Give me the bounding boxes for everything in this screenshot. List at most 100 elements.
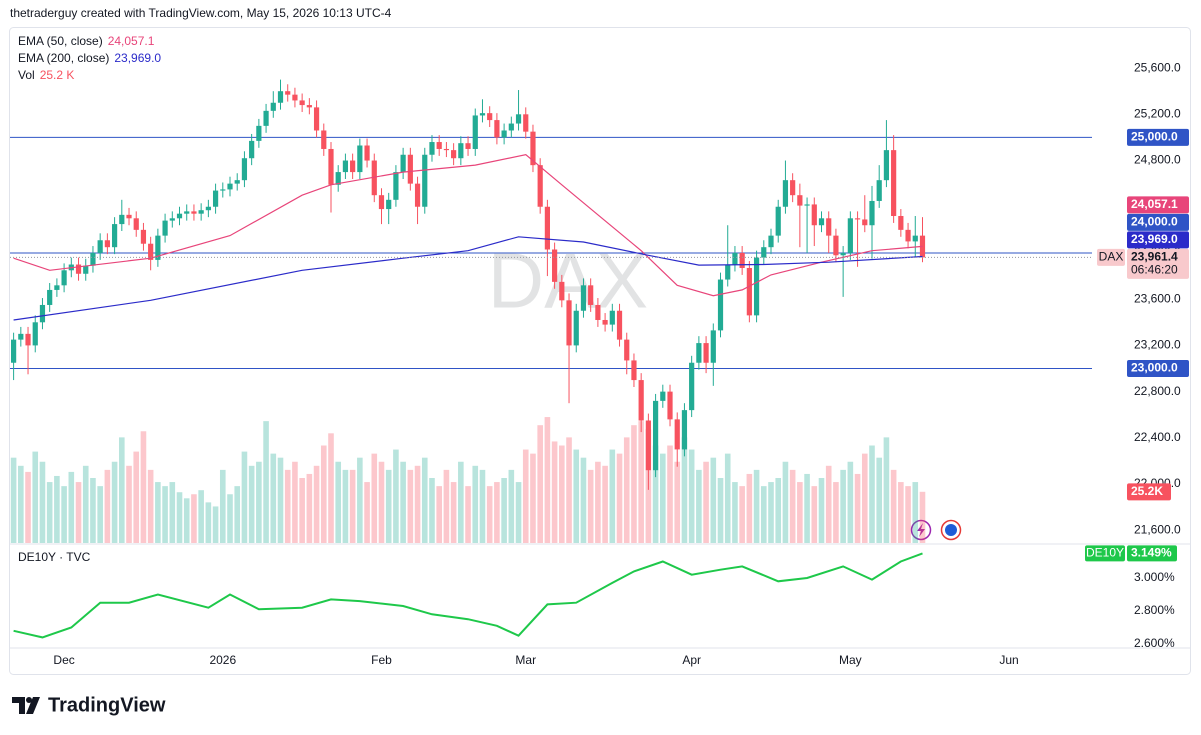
volume-bar bbox=[898, 482, 904, 543]
x-tick-label: May bbox=[839, 653, 862, 667]
candle-body bbox=[198, 210, 204, 214]
volume-bar bbox=[631, 425, 637, 543]
volume-bar bbox=[739, 486, 745, 543]
volume-bar bbox=[789, 469, 796, 543]
volume-bar bbox=[559, 445, 565, 543]
candle-body bbox=[869, 200, 875, 226]
candle-body bbox=[681, 410, 688, 450]
candle-body bbox=[148, 243, 154, 260]
volume-bar bbox=[248, 465, 255, 543]
volume-bar bbox=[609, 449, 616, 543]
candle-body bbox=[746, 267, 752, 316]
y-tick-label: 25,200.0 bbox=[1134, 106, 1181, 120]
y-tick-label: 23,200.0 bbox=[1134, 338, 1181, 352]
volume-bar bbox=[436, 486, 442, 543]
volume-bar bbox=[18, 465, 24, 543]
attribution: thetraderguy created with TradingView.co… bbox=[10, 6, 392, 20]
candle-body bbox=[32, 322, 38, 346]
candle-body bbox=[169, 218, 175, 221]
candle-body bbox=[761, 247, 767, 258]
volume-bar bbox=[674, 461, 681, 543]
candle-body bbox=[241, 158, 248, 181]
candle-body bbox=[285, 91, 291, 95]
y-tick-label: 2.600% bbox=[1134, 636, 1175, 650]
volume-bar bbox=[753, 469, 760, 543]
candle-body bbox=[104, 240, 110, 248]
volume-bar bbox=[623, 437, 630, 543]
candle-body bbox=[97, 240, 103, 253]
brand: TradingView bbox=[48, 694, 166, 716]
ema-line bbox=[13, 236, 923, 321]
candle-body bbox=[811, 204, 817, 226]
volume-bar bbox=[710, 457, 717, 543]
volume-bar bbox=[205, 502, 212, 543]
volume-bar bbox=[703, 461, 709, 543]
price-badge bbox=[1127, 248, 1189, 279]
volume-bar bbox=[414, 465, 421, 543]
price-badge-text: 24,000.0 bbox=[1131, 215, 1178, 229]
volume-bar bbox=[840, 469, 846, 543]
legend-name: Vol bbox=[18, 68, 35, 82]
volume-bar bbox=[696, 469, 702, 543]
candle-body bbox=[674, 419, 680, 450]
x-tick-label: Jun bbox=[999, 653, 1018, 667]
candle-body bbox=[111, 224, 118, 248]
icon-lightning[interactable] bbox=[910, 519, 932, 541]
icon-glyph[interactable] bbox=[917, 523, 925, 537]
volume-bar bbox=[486, 486, 493, 543]
volume-bar bbox=[342, 469, 349, 543]
volume-bar bbox=[472, 465, 479, 543]
volume-bar bbox=[219, 469, 226, 543]
volume-bar bbox=[804, 473, 810, 543]
volume-bar bbox=[111, 461, 118, 543]
candle-body bbox=[753, 257, 760, 316]
volume-bar bbox=[587, 469, 594, 543]
y-tick-label: 21,600.0 bbox=[1134, 522, 1181, 536]
symbol-badge-text: DE10Y bbox=[1086, 546, 1124, 560]
candle-body bbox=[75, 264, 82, 274]
candle-body bbox=[912, 235, 918, 242]
candle-body bbox=[277, 91, 284, 103]
candle-body bbox=[61, 270, 67, 286]
candle-body bbox=[47, 289, 53, 305]
candle-body bbox=[552, 249, 558, 282]
volume-bar bbox=[364, 482, 370, 543]
candle-body bbox=[847, 218, 853, 253]
legend-value: 25.2 K bbox=[40, 68, 75, 82]
volume-bar bbox=[54, 475, 60, 543]
candle-body bbox=[155, 235, 161, 260]
candle-body bbox=[422, 154, 428, 207]
volume-bar bbox=[551, 441, 558, 543]
volume-bar bbox=[183, 498, 190, 543]
volume-bar bbox=[335, 461, 342, 543]
volume-badge bbox=[1127, 483, 1171, 501]
candle-body bbox=[220, 189, 226, 191]
candle-body bbox=[898, 215, 904, 230]
candle-body bbox=[515, 114, 522, 124]
candle-body bbox=[804, 204, 810, 206]
volume-bar bbox=[833, 482, 839, 543]
candle-body bbox=[54, 285, 60, 290]
volume-bar bbox=[104, 469, 111, 543]
volume-bar bbox=[75, 482, 82, 543]
volume-bar bbox=[479, 469, 486, 543]
symbol-badge bbox=[1097, 248, 1125, 266]
candle-body bbox=[458, 143, 464, 159]
volume-bar bbox=[393, 449, 399, 543]
volume-bar bbox=[371, 453, 378, 543]
pane-title: DE10Y · TVC bbox=[18, 550, 91, 564]
volume-bar bbox=[732, 482, 738, 543]
candle-body bbox=[140, 229, 147, 244]
candle-body bbox=[256, 125, 262, 141]
candle-body bbox=[739, 252, 745, 268]
x-tick-label: Mar bbox=[515, 653, 536, 667]
candle-body bbox=[494, 120, 500, 138]
icon-events[interactable] bbox=[940, 519, 962, 541]
icon-glyph[interactable] bbox=[945, 524, 957, 536]
price-badge bbox=[1127, 196, 1189, 214]
volume-bar bbox=[61, 486, 67, 543]
volume-bar bbox=[169, 482, 176, 543]
candle-body bbox=[119, 214, 125, 225]
